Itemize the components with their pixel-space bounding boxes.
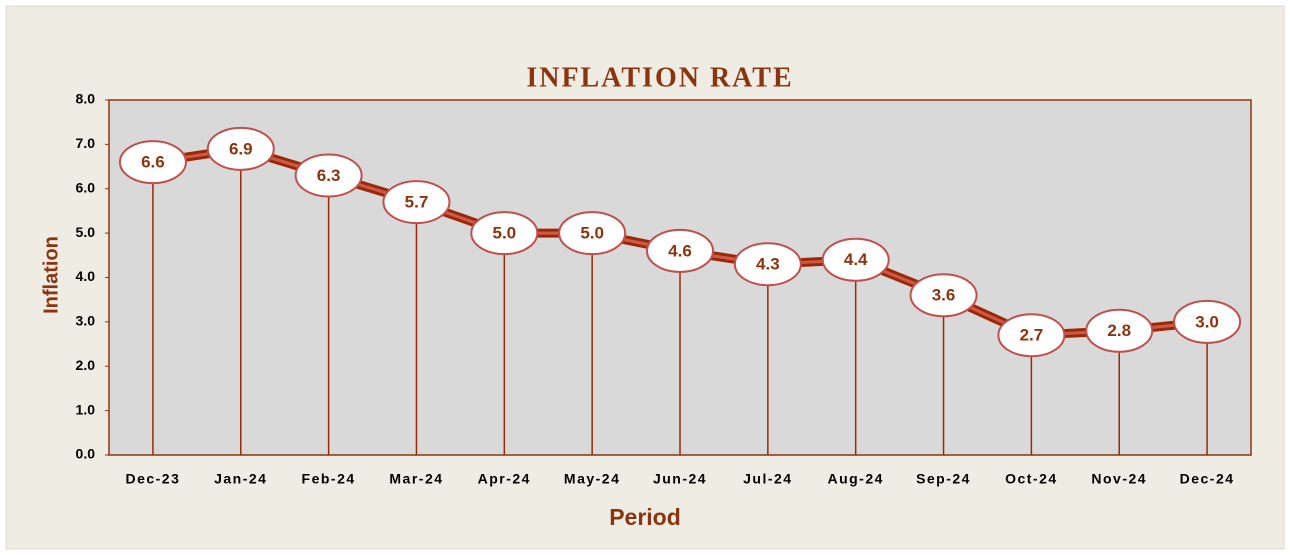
data-label: 3.6 [932, 286, 956, 305]
y-tick-label: 8.0 [76, 91, 96, 107]
data-label: 2.7 [1020, 326, 1044, 345]
x-tick-label: May-24 [564, 471, 620, 487]
data-marker [382, 180, 451, 225]
data-label: 2.8 [1107, 321, 1131, 340]
y-tick-label: 7.0 [76, 135, 96, 151]
data-label: 4.4 [844, 250, 868, 269]
x-tick-label: Mar-24 [389, 471, 443, 487]
data-marker [646, 228, 714, 273]
y-tick-label: 6.0 [76, 179, 96, 195]
x-tick-label: Jan-24 [214, 471, 267, 487]
data-marker [470, 211, 539, 256]
data-marker [206, 126, 275, 171]
data-marker [733, 242, 802, 287]
data-label: 5.0 [580, 224, 604, 243]
y-tick-label: 1.0 [76, 401, 96, 417]
data-marker [118, 140, 187, 185]
data-marker [1173, 299, 1242, 344]
data-label: 6.9 [229, 139, 253, 158]
data-label: 3.0 [1195, 312, 1219, 331]
y-tick-label: 2.0 [76, 357, 96, 373]
data-marker [997, 313, 1066, 358]
data-label: 5.0 [492, 224, 516, 243]
x-tick-label: Nov-24 [1091, 471, 1147, 487]
y-tick-label: 5.0 [76, 224, 96, 240]
data-label: 6.3 [317, 166, 341, 185]
data-label: 4.3 [756, 255, 780, 274]
x-tick-label: Dec-24 [1180, 471, 1235, 487]
data-marker [909, 273, 978, 318]
y-tick-label: 3.0 [76, 313, 96, 329]
data-marker [294, 153, 363, 198]
chart-title: INFLATION RATE [526, 62, 793, 93]
data-label: 6.6 [141, 153, 165, 172]
x-tick-label: Feb-24 [302, 471, 356, 487]
data-marker [821, 237, 890, 282]
x-tick-label: Jun-24 [653, 471, 707, 487]
x-tick-label: Apr-24 [478, 471, 531, 487]
y-axis-label: Inflation [40, 236, 62, 314]
x-tick-label: Aug-24 [827, 471, 883, 487]
data-label: 5.7 [405, 193, 429, 212]
x-tick-label: Oct-24 [1005, 471, 1058, 487]
data-marker [1085, 308, 1154, 353]
x-axis-label: Period [609, 504, 681, 530]
data-label: 4.6 [668, 241, 692, 260]
x-tick-label: Sep-24 [916, 471, 971, 487]
y-tick-label: 0.0 [76, 446, 96, 462]
y-tick-label: 4.0 [76, 268, 96, 284]
x-tick-label: Jul-24 [743, 471, 792, 487]
data-marker [558, 211, 627, 256]
x-tick-label: Dec-23 [125, 471, 180, 487]
